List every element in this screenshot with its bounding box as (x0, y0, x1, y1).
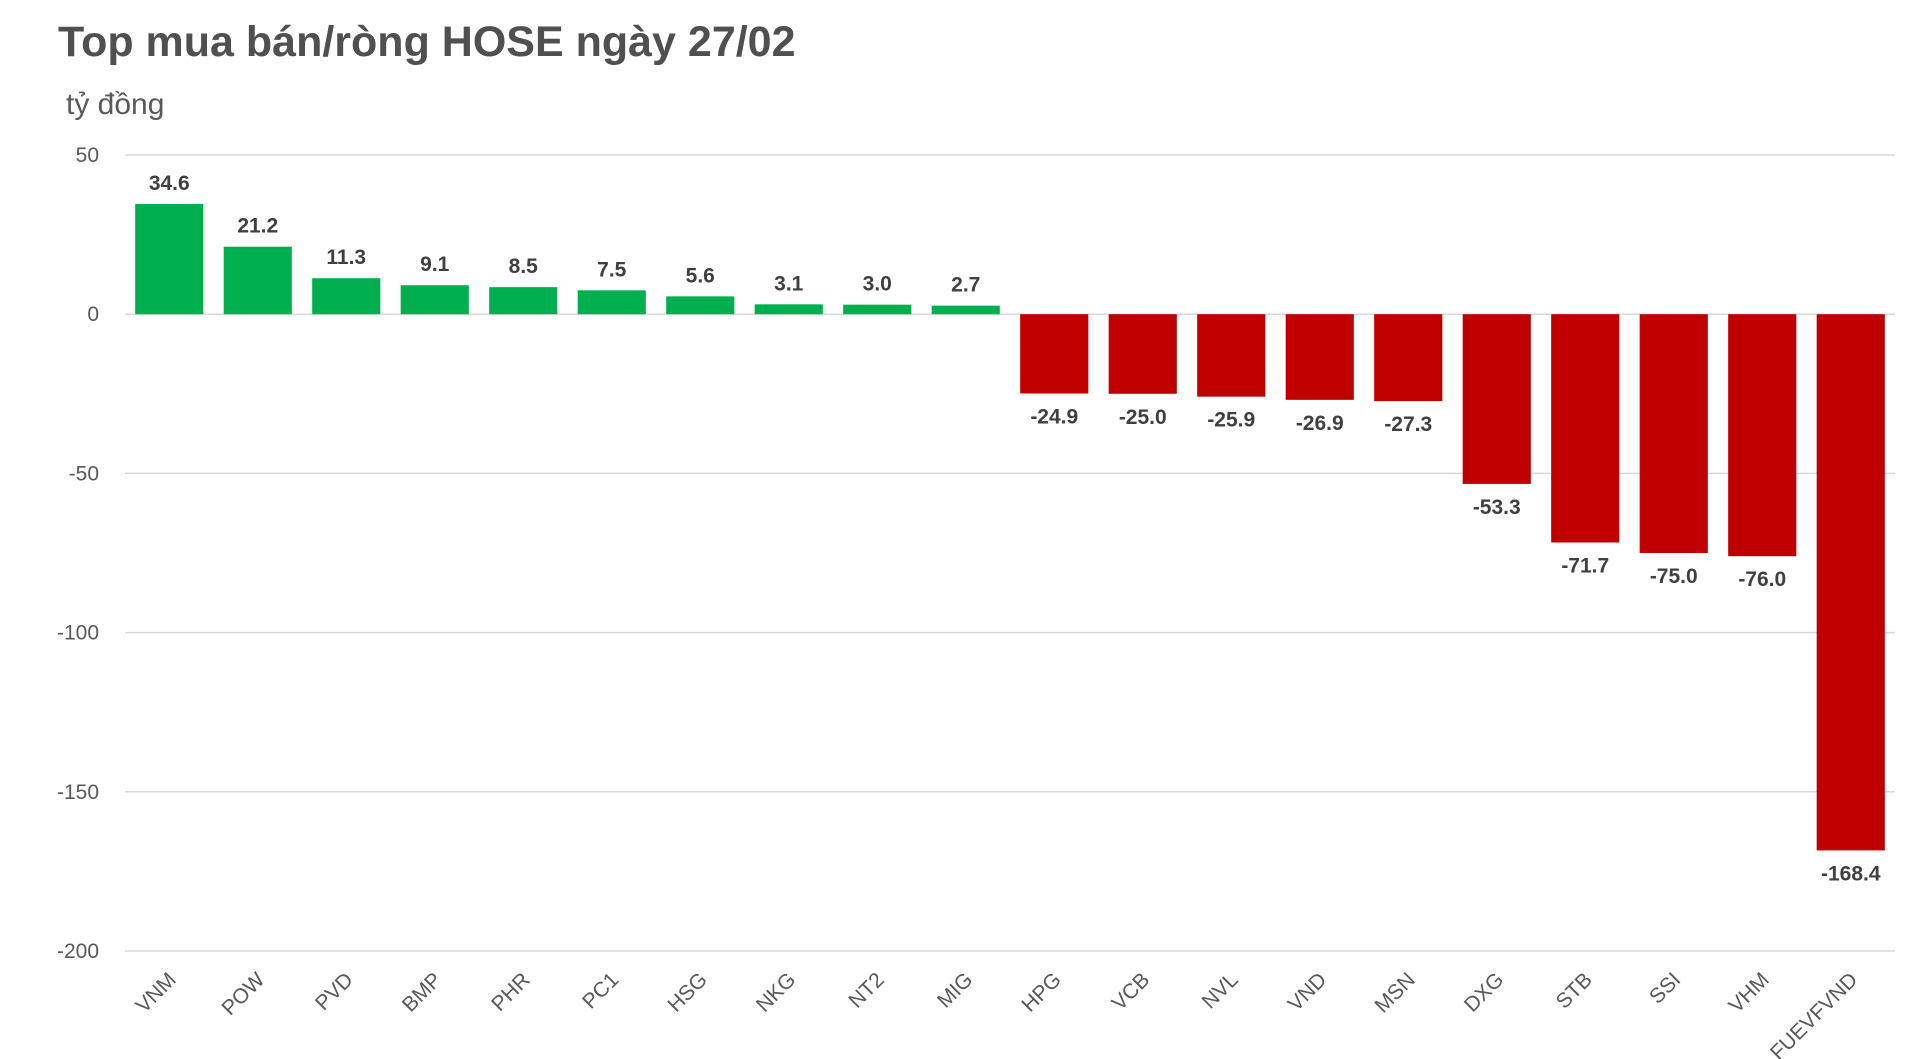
x-tick-label: DXG (1460, 968, 1508, 1016)
data-label: 21.2 (237, 215, 278, 238)
data-label: -75.0 (1650, 565, 1698, 588)
bar-vnd (1285, 314, 1354, 400)
x-tick-label: VCB (1107, 968, 1154, 1015)
bar-phr (489, 287, 558, 315)
bars (135, 204, 1885, 851)
x-tick-label: NKG (752, 968, 800, 1016)
bar-vcb (1108, 314, 1177, 394)
bar-nvl (1197, 314, 1266, 397)
bar-bmp (400, 285, 469, 315)
bar-stb (1551, 314, 1620, 543)
bar-dxg (1462, 314, 1531, 484)
data-label: -26.9 (1296, 412, 1344, 435)
data-label: -27.3 (1384, 413, 1432, 436)
x-tick-label: VNM (132, 968, 181, 1017)
x-tick-label: PHR (487, 968, 535, 1016)
x-tick-label: STB (1552, 968, 1597, 1013)
data-label: 2.7 (951, 274, 980, 297)
x-tick-label: NVL (1198, 968, 1243, 1013)
data-label: 3.1 (774, 272, 804, 295)
x-tick-label: PVD (311, 968, 358, 1015)
bar-pc1 (577, 290, 646, 315)
y-tick-label: 50 (76, 144, 99, 167)
data-label: 7.5 (597, 258, 627, 281)
data-label: 9.1 (420, 253, 450, 276)
bar-vhm (1728, 314, 1797, 557)
bar-mig (931, 305, 1000, 315)
x-tick-label: HSG (663, 968, 711, 1016)
bar-ssi (1639, 314, 1708, 553)
data-label: 34.6 (149, 172, 190, 195)
bar-vnm (135, 204, 204, 315)
bar-hsg (666, 296, 735, 315)
gridlines (125, 154, 1895, 952)
bar-nkg (754, 304, 823, 315)
x-axis-ticks: VNM POW PVD BMP PHR PC1 HSG NKG NT2 MIG HPG VCB NVL V… (132, 968, 1863, 1059)
y-axis-ticks: 50 0 -50 -100 -150 -200 (57, 144, 99, 963)
x-tick-label: NT2 (844, 968, 888, 1012)
data-label: -76.0 (1738, 568, 1786, 591)
x-tick-label: MIG (933, 968, 977, 1012)
data-labels: 34.6 21.2 11.3 9.1 8.5 7.5 5.6 3.1 3.0 2.7 -24.9 -2… (149, 172, 1881, 885)
x-tick-label: PC1 (578, 968, 623, 1013)
data-label: 8.5 (509, 255, 539, 278)
data-label: 3.0 (863, 273, 892, 296)
x-tick-label: SSI (1645, 968, 1685, 1008)
x-tick-label: VHM (1725, 968, 1774, 1017)
x-tick-label: BMP (398, 968, 446, 1016)
chart-title: Top mua bán/ròng HOSE ngày 27/02 (58, 18, 796, 66)
y-tick-label: -100 (57, 622, 99, 645)
data-label: 5.6 (686, 264, 715, 287)
y-tick-label: 0 (87, 303, 99, 326)
bar-pvd (312, 278, 381, 315)
data-label: -25.0 (1119, 406, 1167, 429)
data-label: 11.3 (326, 246, 366, 269)
y-tick-label: -50 (69, 462, 99, 485)
y-tick-label: -200 (57, 940, 99, 963)
bar-hpg (1020, 314, 1089, 394)
data-label: -25.9 (1207, 409, 1255, 432)
y-axis-unit-label: tỷ đồng (66, 88, 165, 121)
bar-pow (223, 246, 292, 315)
data-label: -24.9 (1030, 405, 1078, 428)
x-tick-label: MSN (1371, 968, 1420, 1017)
data-label: -53.3 (1473, 496, 1521, 519)
x-tick-label: VND (1284, 968, 1332, 1016)
y-tick-label: -150 (57, 781, 99, 804)
x-tick-label: FUEVFVND (1766, 968, 1862, 1059)
data-label: -168.4 (1821, 862, 1881, 885)
bar-fuevfvnd (1816, 314, 1885, 851)
x-tick-label: POW (218, 968, 270, 1020)
data-label: -71.7 (1561, 554, 1609, 577)
bar-nt2 (843, 304, 912, 315)
x-tick-label: HPG (1017, 968, 1065, 1016)
bar-msn (1374, 314, 1443, 402)
